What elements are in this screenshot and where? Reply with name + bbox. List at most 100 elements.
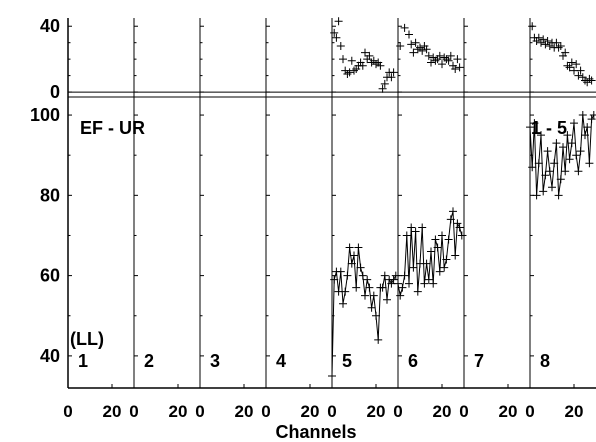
data-point	[543, 37, 552, 46]
data-point	[398, 283, 407, 292]
data-point	[345, 68, 354, 77]
panel-label: 8	[540, 351, 550, 371]
data-point	[563, 131, 572, 140]
data-point	[424, 275, 433, 284]
data-point	[585, 159, 594, 168]
series-line	[331, 247, 397, 377]
data-point	[363, 275, 372, 284]
data-point	[396, 41, 405, 50]
data-point	[409, 263, 418, 272]
data-point	[455, 63, 464, 72]
data-point	[526, 123, 534, 132]
data-point	[347, 259, 356, 268]
data-point	[367, 303, 376, 312]
data-point	[427, 58, 435, 67]
data-point	[444, 235, 453, 244]
x-axis-label: Channels	[275, 422, 356, 442]
data-point	[534, 33, 543, 42]
data-point	[380, 79, 389, 88]
panel-label: 6	[408, 351, 418, 371]
data-point	[347, 56, 356, 65]
data-point	[332, 33, 341, 42]
annotation-ef-ur: EF - UR	[80, 118, 145, 138]
data-point	[387, 73, 396, 82]
data-point	[583, 123, 592, 132]
data-point	[442, 255, 451, 264]
data-point	[528, 22, 537, 31]
panel-label: 3	[210, 351, 220, 371]
data-point	[339, 55, 347, 64]
data-point	[440, 263, 449, 272]
data-point	[567, 58, 576, 67]
data-point	[556, 175, 565, 184]
data-point	[352, 283, 361, 292]
data-point	[438, 231, 446, 240]
data-point	[455, 223, 464, 232]
data-point	[528, 163, 537, 172]
data-point	[552, 38, 561, 47]
data-point	[556, 41, 565, 50]
data-point	[530, 119, 539, 128]
x-tick-label: 20	[301, 402, 320, 421]
data-point	[339, 299, 347, 308]
data-point	[400, 23, 409, 32]
data-point	[328, 371, 336, 380]
data-point	[378, 283, 387, 292]
x-tick-label: 0	[129, 402, 138, 421]
data-point	[405, 30, 413, 39]
data-point	[336, 41, 345, 50]
data-point	[330, 275, 339, 284]
data-point	[411, 38, 420, 47]
data-point	[394, 279, 402, 288]
data-point	[400, 271, 409, 280]
y-tick-label: 100	[30, 105, 60, 125]
panel-label: 4	[276, 351, 286, 371]
data-point	[396, 291, 405, 300]
data-point	[534, 159, 543, 168]
x-tick-label: 0	[393, 402, 402, 421]
y-tick-label: 40	[40, 16, 60, 36]
data-point	[548, 183, 556, 192]
data-point	[552, 139, 561, 148]
ticks	[67, 25, 575, 388]
data-point	[554, 43, 563, 52]
x-tick-label: 20	[499, 402, 518, 421]
panel-label: 7	[474, 351, 484, 371]
x-tick-label: 0	[525, 402, 534, 421]
annotation-1-5: 1 - 5	[531, 118, 567, 138]
data-point	[587, 115, 596, 124]
series-line	[397, 211, 463, 296]
data-point	[561, 167, 570, 176]
data-point	[365, 51, 374, 60]
data-point	[561, 48, 570, 57]
data-point	[369, 291, 378, 300]
data-point	[446, 215, 455, 224]
data-point	[539, 35, 548, 44]
data-point	[330, 28, 339, 37]
data-point	[345, 243, 354, 252]
top-series	[396, 23, 464, 74]
data-point	[574, 71, 583, 80]
data-point	[424, 51, 433, 60]
data-point	[407, 223, 416, 232]
top-series	[330, 17, 398, 93]
bottom-series	[394, 207, 466, 300]
y-tick-label: 0	[50, 82, 60, 102]
data-point	[361, 291, 369, 300]
data-point	[361, 48, 369, 57]
data-point	[435, 51, 444, 60]
data-point	[444, 56, 453, 65]
data-point	[539, 187, 548, 196]
x-tick-label: 0	[195, 402, 204, 421]
data-point	[550, 159, 559, 168]
data-point	[565, 155, 574, 164]
data-point	[374, 335, 383, 344]
data-point	[578, 111, 587, 120]
data-point	[453, 219, 462, 228]
data-point	[427, 247, 435, 256]
panel-label: 5	[342, 351, 352, 371]
data-point	[572, 60, 581, 69]
data-point	[405, 279, 413, 288]
y-tick-label: 80	[40, 185, 60, 205]
